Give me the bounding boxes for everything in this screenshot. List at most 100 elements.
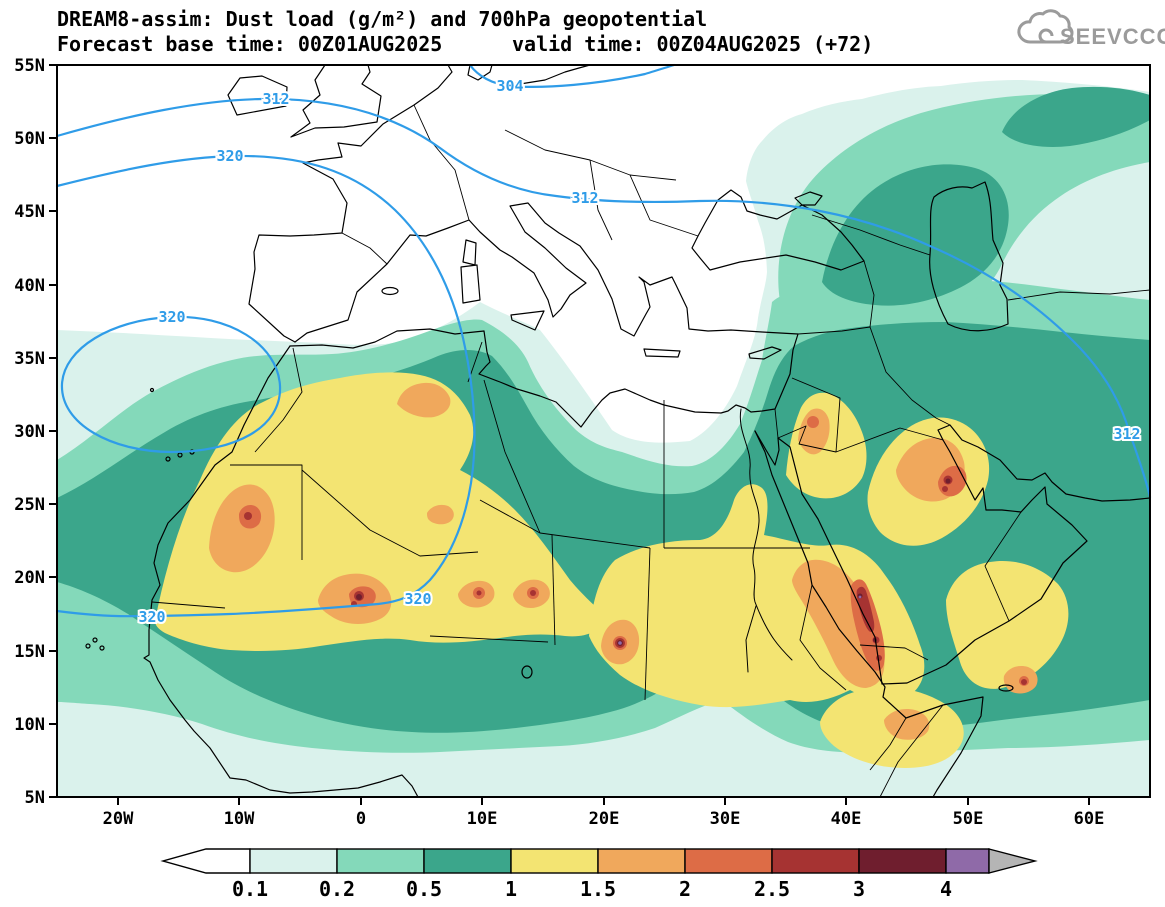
colorbar-tick-label: 1.5 [580, 877, 616, 901]
dust-contour-region [209, 484, 275, 573]
coastlines [85, 65, 1150, 797]
geopotential-contour-320 [57, 156, 475, 616]
lon-tick-label: 30E [710, 809, 741, 829]
dust-field [57, 80, 1150, 797]
coastline-black-sea [692, 190, 864, 270]
colorbar-segment [858, 848, 947, 874]
colorbar-segment [945, 848, 990, 874]
border [812, 215, 930, 255]
contour-label: 320 [158, 308, 185, 326]
coastline [290, 203, 798, 427]
dust-contour-region [397, 382, 451, 418]
border [552, 535, 555, 645]
lon-tick-label: 20W [103, 809, 134, 829]
dust-contour-region [356, 594, 362, 600]
border [880, 705, 943, 797]
dust-contour-region [1002, 86, 1150, 147]
border [985, 512, 1021, 621]
coastline-red-sea-africa [755, 431, 983, 797]
seevccc-logo: SEEVCCC [1019, 11, 1165, 49]
lon-tick-label: 20E [589, 809, 620, 829]
lon-ticks [117, 797, 1090, 805]
corsica-island [462, 239, 477, 266]
lat-axis-labels: 55N 50N 45N 40N 35N 30N 25N 20N 15N 10N … [14, 56, 45, 808]
sardinia-island [460, 264, 481, 304]
lat-tick-label: 10N [14, 715, 45, 735]
lat-tick-label: 55N [14, 56, 45, 76]
geopotential-contour-320-closed [62, 317, 280, 452]
dust-contour-region [530, 590, 536, 596]
dust-contour-region [858, 595, 862, 599]
border [1008, 290, 1150, 300]
border [255, 348, 302, 452]
coastline-sinai [755, 431, 779, 465]
lat-tick-label: 35N [14, 349, 45, 369]
coastline-britain [291, 65, 381, 137]
colorbar-segment [336, 848, 425, 874]
dust-contour-region [884, 709, 930, 740]
colorbar-labels: 0.1 0.2 0.5 1 1.5 2 2.5 3 4 [232, 877, 952, 901]
border [775, 409, 943, 452]
dust-contour-region [618, 641, 622, 645]
cloud-icon [1019, 11, 1072, 42]
dust-contour-region [427, 504, 454, 525]
dust-contour-region [945, 478, 951, 484]
colorbar-segment [684, 848, 773, 874]
dust-contour-region [942, 486, 948, 492]
cape-verde-island [92, 637, 98, 643]
dust-contour-region [807, 416, 819, 428]
contour-label: 312 [1113, 425, 1140, 443]
border [505, 130, 676, 180]
sicily-island [510, 310, 545, 331]
lat-ticks [49, 64, 57, 798]
lon-tick-label: 40E [831, 809, 862, 829]
geopotential-contours: 312 304 312 320 320 320 320 312 [57, 65, 1150, 628]
lat-tick-label: 15N [14, 642, 45, 662]
coastline-africa-atlantic [144, 346, 418, 797]
lat-tick-label: 50N [14, 129, 45, 149]
nile-river [740, 409, 792, 660]
colorbar-tick-label: 4 [940, 877, 952, 901]
madeira-island [149, 387, 155, 393]
colorbar-segment [510, 848, 599, 874]
lon-tick-label: 0 [356, 809, 366, 829]
colorbar: 0.1 0.2 0.5 1 1.5 2 2.5 3 4 [160, 848, 1038, 901]
colorbar-tick-label: 2 [679, 877, 691, 901]
border [230, 465, 302, 560]
colorbar-tick-label: 2.5 [754, 877, 790, 901]
geopotential-contour-312 [57, 99, 1150, 497]
dust-contour-region [798, 408, 830, 455]
lat-tick-label: 20N [14, 568, 45, 588]
contour-label: 320 [216, 147, 243, 165]
white-nile-river [746, 606, 756, 672]
dust-contour-region [1021, 679, 1027, 685]
colorbar-arrow-above [988, 848, 1038, 874]
socotra-island [998, 684, 1014, 692]
border [792, 378, 840, 452]
border [414, 105, 469, 220]
lon-tick-label: 10E [467, 809, 498, 829]
lon-tick-label: 60E [1074, 809, 1105, 829]
border [590, 160, 612, 240]
coastline-ireland [228, 76, 287, 115]
dust-contour-region [244, 512, 252, 520]
valid-time: valid time: 00Z04AUG2025 (+72) [512, 32, 873, 56]
lat-tick-label: 30N [14, 422, 45, 442]
header: DREAM8-assim: Dust load (g/m²) and 700hP… [57, 7, 873, 56]
dust-contour-region [822, 164, 1009, 306]
geopotential-contour-304 [470, 65, 674, 87]
border [800, 585, 846, 690]
border [870, 718, 906, 770]
colorbar-segment [597, 848, 686, 874]
coastline-baltic [500, 65, 590, 84]
colorbar-tick-label: 3 [853, 877, 865, 901]
lat-tick-label: 5N [25, 788, 45, 808]
border [430, 636, 548, 642]
colorbar-segment [249, 848, 338, 874]
contour-label: 312 [262, 90, 289, 108]
border [645, 548, 650, 700]
crete-island [643, 348, 681, 358]
coastline-denmark [468, 65, 492, 80]
